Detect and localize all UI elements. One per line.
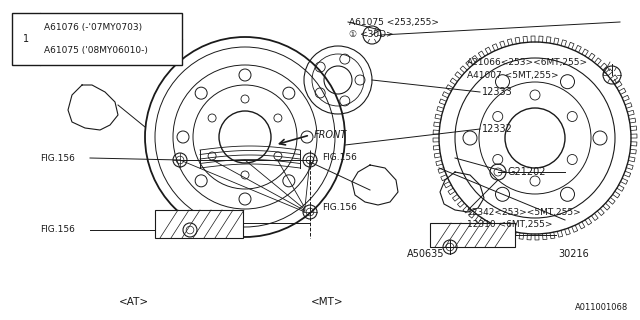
Bar: [430, 223, 515, 247]
Text: 12332: 12332: [482, 124, 513, 134]
Text: G21202: G21202: [507, 167, 545, 177]
Text: 12310 <6MT,255>: 12310 <6MT,255>: [467, 220, 552, 229]
Text: A50635: A50635: [407, 249, 445, 259]
Text: A61075 <253,255>: A61075 <253,255>: [349, 18, 439, 27]
Text: <AT>: <AT>: [119, 297, 149, 307]
Bar: [155, 210, 243, 238]
Text: A21066<253><6MT,255>: A21066<253><6MT,255>: [467, 58, 588, 67]
Text: A61075 ('08MY06010-): A61075 ('08MY06010-): [44, 46, 148, 55]
Text: 12342<253><5MT,255>: 12342<253><5MT,255>: [467, 209, 582, 218]
Bar: [12, 13, 182, 65]
Text: FRONT: FRONT: [314, 130, 348, 140]
Text: A011001068: A011001068: [575, 303, 628, 312]
Text: A41007 <5MT,255>: A41007 <5MT,255>: [467, 70, 559, 79]
Text: FIG.156: FIG.156: [322, 204, 357, 212]
Text: ① <30D>: ① <30D>: [349, 29, 394, 38]
Text: A61076 (-'07MY0703): A61076 (-'07MY0703): [44, 22, 142, 32]
Circle shape: [16, 29, 36, 49]
Text: FIG.156: FIG.156: [40, 154, 75, 163]
Text: 1: 1: [23, 34, 29, 44]
Text: FIG.156: FIG.156: [322, 153, 357, 162]
Text: 12333: 12333: [482, 87, 513, 97]
Text: <MT>: <MT>: [310, 297, 343, 307]
Text: FIG.156: FIG.156: [40, 226, 75, 235]
Text: 30216: 30216: [558, 249, 589, 259]
